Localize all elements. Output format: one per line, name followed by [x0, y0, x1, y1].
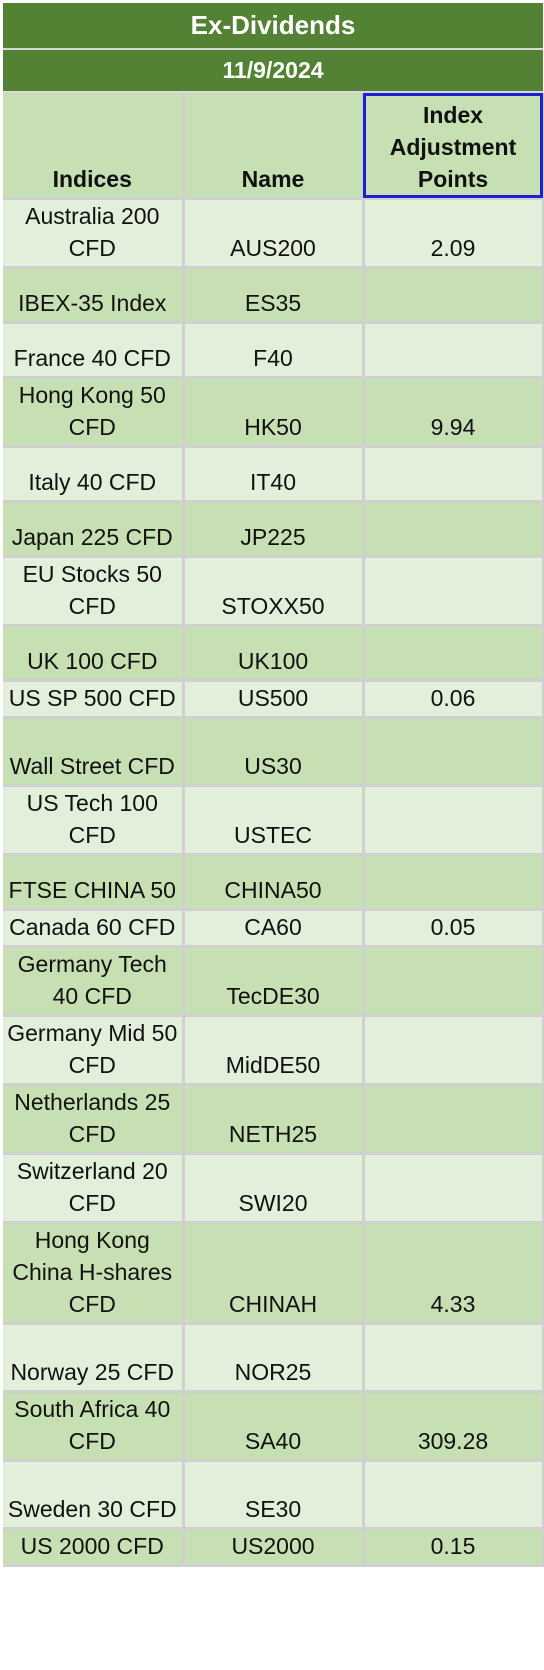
cell-name[interactable]: UK100 — [183, 625, 365, 682]
cell-index[interactable]: Italy 40 CFD — [3, 446, 185, 503]
cell-name[interactable]: NETH25 — [183, 1084, 365, 1155]
cell-name[interactable]: F40 — [183, 322, 365, 379]
table-row: Germany Mid 50 CFD MidDE50 — [3, 1015, 544, 1086]
cell-adjustment-points[interactable] — [363, 854, 544, 911]
table-row: Australia 200 CFD AUS200 2.09 — [3, 198, 544, 269]
cell-adjustment-points[interactable] — [363, 1460, 544, 1530]
table-row: Italy 40 CFD IT40 — [3, 446, 544, 503]
cell-adjustment-points[interactable] — [363, 1323, 544, 1393]
table-row: Norway 25 CFD NOR25 — [3, 1323, 544, 1393]
cell-index[interactable]: Hong Kong 50 CFD — [3, 377, 185, 448]
cell-adjustment-points[interactable] — [363, 625, 544, 682]
cell-name[interactable]: ES35 — [183, 267, 365, 324]
ex-dividends-table: Indices Name Index Adjustment Points Aus… — [3, 93, 544, 1567]
table-row: IBEX-35 Index ES35 — [3, 267, 544, 324]
cell-adjustment-points[interactable] — [363, 501, 544, 558]
cell-name[interactable]: SA40 — [183, 1391, 365, 1462]
cell-index[interactable]: UK 100 CFD — [3, 625, 185, 682]
column-header-adjustment-points[interactable]: Index Adjustment Points — [363, 93, 544, 200]
cell-adjustment-points[interactable]: 309.28 — [363, 1391, 544, 1462]
cell-index[interactable]: Hong Kong China H-shares CFD — [3, 1222, 185, 1325]
cell-adjustment-points[interactable]: 0.05 — [363, 909, 544, 948]
cell-index[interactable]: Sweden 30 CFD — [3, 1460, 185, 1530]
cell-name[interactable]: HK50 — [183, 377, 365, 448]
cell-name[interactable]: JP225 — [183, 501, 365, 558]
cell-index[interactable]: Switzerland 20 CFD — [3, 1153, 185, 1224]
cell-name[interactable]: SWI20 — [183, 1153, 365, 1224]
cell-name[interactable]: US2000 — [183, 1528, 365, 1567]
cell-name[interactable]: IT40 — [183, 446, 365, 503]
table-row: Switzerland 20 CFD SWI20 — [3, 1153, 544, 1224]
cell-index[interactable]: Germany Tech 40 CFD — [3, 946, 185, 1017]
cell-index[interactable]: Canada 60 CFD — [3, 909, 185, 948]
cell-adjustment-points[interactable] — [363, 1084, 544, 1155]
cell-name[interactable]: US500 — [183, 680, 365, 719]
sheet-date: 11/9/2024 — [3, 50, 543, 93]
cell-name[interactable]: SE30 — [183, 1460, 365, 1530]
cell-adjustment-points[interactable] — [363, 946, 544, 1017]
cell-name[interactable]: MidDE50 — [183, 1015, 365, 1086]
cell-index[interactable]: US SP 500 CFD — [3, 680, 185, 719]
cell-name[interactable]: NOR25 — [183, 1323, 365, 1393]
cell-index[interactable]: South Africa 40 CFD — [3, 1391, 185, 1462]
cell-name[interactable]: TecDE30 — [183, 946, 365, 1017]
table-row: EU Stocks 50 CFD STOXX50 — [3, 556, 544, 627]
cell-index[interactable]: Netherlands 25 CFD — [3, 1084, 185, 1155]
cell-index[interactable]: Japan 225 CFD — [3, 501, 185, 558]
table-row: Sweden 30 CFD SE30 — [3, 1460, 544, 1530]
cell-name[interactable]: US30 — [183, 717, 365, 787]
cell-name[interactable]: CA60 — [183, 909, 365, 948]
cell-adjustment-points[interactable] — [363, 267, 544, 324]
cell-name[interactable]: STOXX50 — [183, 556, 365, 627]
cell-name[interactable]: USTEC — [183, 785, 365, 856]
header-row: Indices Name Index Adjustment Points — [3, 93, 544, 200]
cell-adjustment-points[interactable]: 2.09 — [363, 198, 544, 269]
cell-index[interactable]: US Tech 100 CFD — [3, 785, 185, 856]
cell-adjustment-points[interactable]: 0.06 — [363, 680, 544, 719]
table-row: Netherlands 25 CFD NETH25 — [3, 1084, 544, 1155]
column-header-name[interactable]: Name — [183, 93, 365, 200]
cell-name[interactable]: AUS200 — [183, 198, 365, 269]
cell-index[interactable]: Germany Mid 50 CFD — [3, 1015, 185, 1086]
cell-index[interactable]: FTSE CHINA 50 — [3, 854, 185, 911]
cell-adjustment-points[interactable] — [363, 717, 544, 787]
cell-adjustment-points[interactable] — [363, 1015, 544, 1086]
table-row: US SP 500 CFD US500 0.06 — [3, 680, 544, 719]
cell-adjustment-points[interactable]: 9.94 — [363, 377, 544, 448]
cell-index[interactable]: Wall Street CFD — [3, 717, 185, 787]
ex-dividends-sheet: Ex-Dividends 11/9/2024 Indices Name Inde… — [3, 3, 544, 1567]
cell-adjustment-points[interactable]: 0.15 — [363, 1528, 544, 1567]
table-row: US Tech 100 CFD USTEC — [3, 785, 544, 856]
cell-adjustment-points[interactable] — [363, 556, 544, 627]
cell-adjustment-points[interactable] — [363, 446, 544, 503]
table-row: Japan 225 CFD JP225 — [3, 501, 544, 558]
table-row: Germany Tech 40 CFD TecDE30 — [3, 946, 544, 1017]
cell-index[interactable]: EU Stocks 50 CFD — [3, 556, 185, 627]
table-row: Hong Kong China H-shares CFD CHINAH 4.33 — [3, 1222, 544, 1325]
cell-name[interactable]: CHINAH — [183, 1222, 365, 1325]
sheet-title: Ex-Dividends — [3, 3, 543, 50]
table-row: US 2000 CFD US2000 0.15 — [3, 1528, 544, 1567]
table-body: Australia 200 CFD AUS200 2.09 IBEX-35 Index… — [3, 198, 544, 1567]
cell-adjustment-points[interactable] — [363, 1153, 544, 1224]
cell-adjustment-points[interactable] — [363, 322, 544, 379]
table-row: Canada 60 CFD CA60 0.05 — [3, 909, 544, 948]
cell-adjustment-points[interactable]: 4.33 — [363, 1222, 544, 1325]
table-row: Wall Street CFD US30 — [3, 717, 544, 787]
cell-name[interactable]: CHINA50 — [183, 854, 365, 911]
cell-adjustment-points[interactable] — [363, 785, 544, 856]
cell-index[interactable]: Australia 200 CFD — [3, 198, 185, 269]
table-row: Hong Kong 50 CFD HK50 9.94 — [3, 377, 544, 448]
table-row: France 40 CFD F40 — [3, 322, 544, 379]
table-row: UK 100 CFD UK100 — [3, 625, 544, 682]
cell-index[interactable]: Norway 25 CFD — [3, 1323, 185, 1393]
cell-index[interactable]: France 40 CFD — [3, 322, 185, 379]
cell-index[interactable]: IBEX-35 Index — [3, 267, 185, 324]
column-header-indices[interactable]: Indices — [3, 93, 185, 200]
table-row: South Africa 40 CFD SA40 309.28 — [3, 1391, 544, 1462]
table-row: FTSE CHINA 50 CHINA50 — [3, 854, 544, 911]
cell-index[interactable]: US 2000 CFD — [3, 1528, 185, 1567]
